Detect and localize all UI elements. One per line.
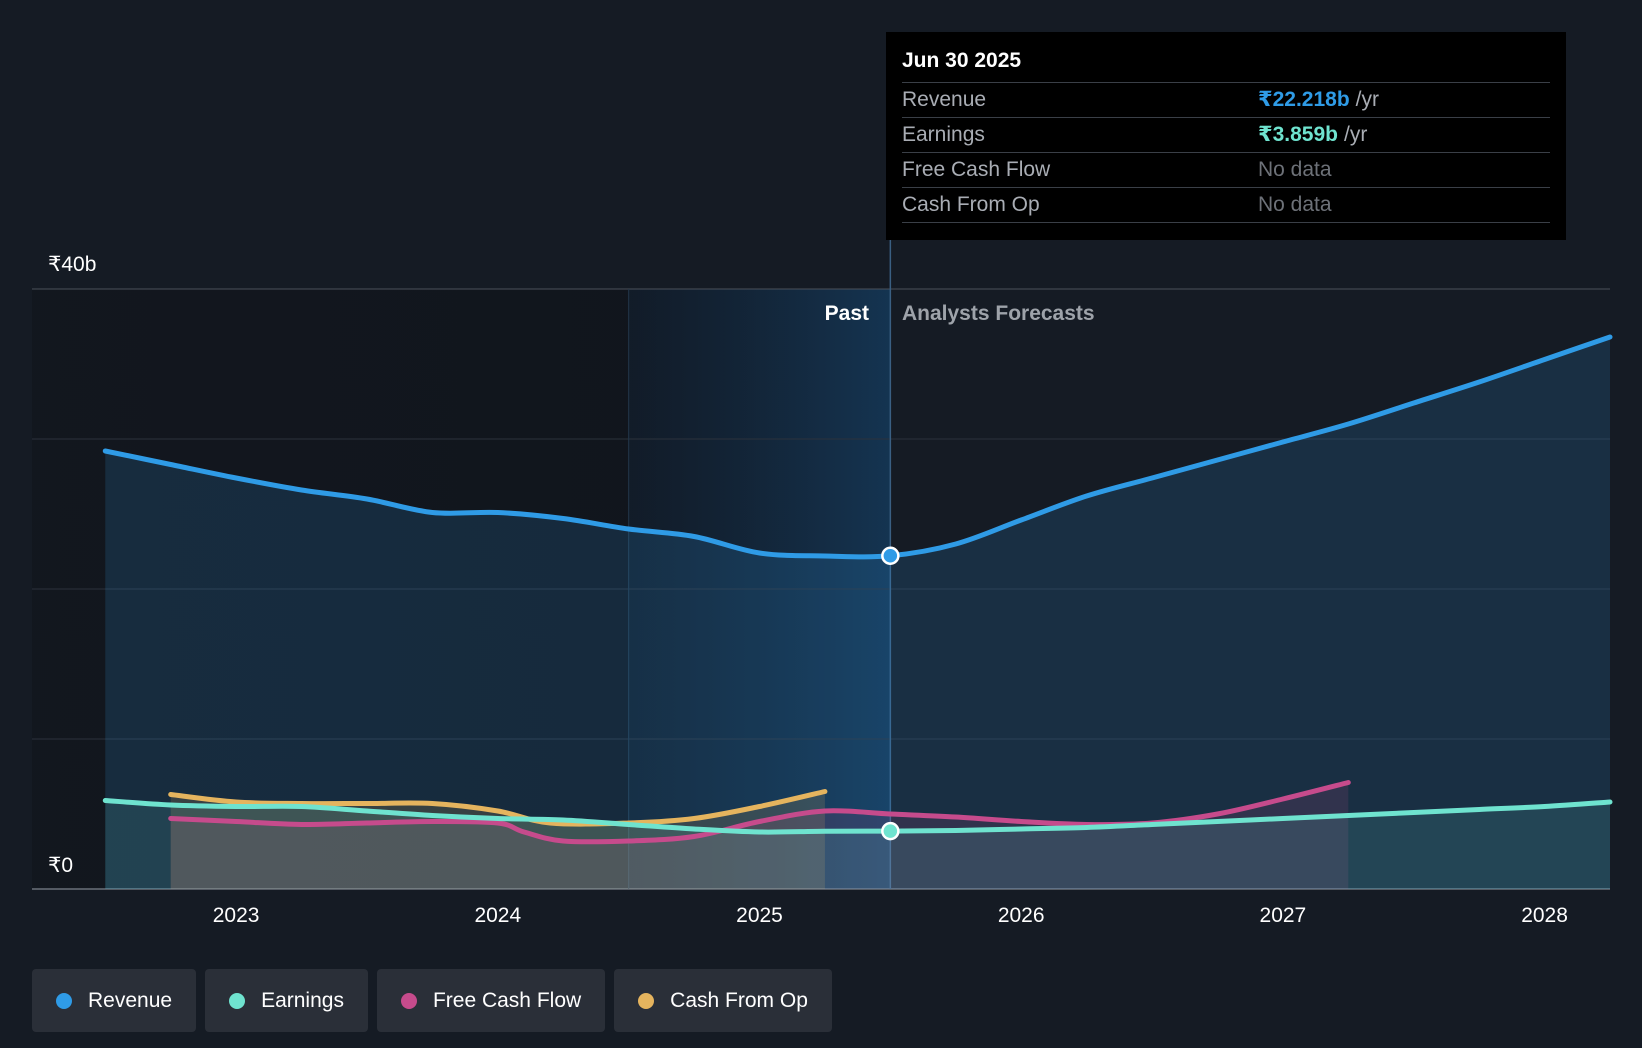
cash-from-op-area: [170, 791, 825, 889]
tooltip-label: Free Cash Flow: [902, 158, 1051, 181]
tooltip-date: Jun 30 2025: [902, 46, 1550, 83]
legend-dot-icon: [638, 992, 655, 1009]
forecast-label: Analysts Forecasts: [902, 302, 1095, 325]
tooltip-unit: /yr: [1355, 88, 1379, 111]
tooltip-value: No data: [1258, 158, 1332, 181]
tooltip-row-free-cash-flow: Free Cash Flow No data: [902, 153, 1550, 188]
tooltip-label: Cash From Op: [902, 193, 1040, 216]
revenue-marker: [881, 546, 900, 565]
tooltip-row-earnings: Earnings ₹3.859b /yr: [902, 118, 1550, 153]
legend-label: Earnings: [261, 988, 344, 1012]
y-label-top: ₹40b: [48, 253, 96, 276]
x-tick-label: 2026: [998, 904, 1045, 927]
chart-legend: Revenue Earnings Free Cash Flow Cash Fro…: [32, 969, 832, 1032]
legend-dot-icon: [400, 992, 417, 1009]
tooltip-row-cash-from-op: Cash From Op No data: [902, 188, 1550, 223]
legend-item-revenue[interactable]: Revenue: [32, 969, 197, 1032]
free-cash-flow-area: [170, 782, 1349, 889]
past-label: Past: [825, 302, 869, 325]
x-tick-label: 2023: [213, 904, 260, 927]
tooltip-value: ₹22.218b: [1258, 88, 1350, 111]
legend-label: Cash From Op: [670, 988, 808, 1012]
x-tick-label: 2024: [474, 904, 521, 927]
tooltip-unit: /yr: [1344, 123, 1368, 146]
legend-dot-icon: [229, 992, 246, 1009]
legend-dot-icon: [56, 992, 72, 1009]
cash-from-op-line: [168, 789, 828, 827]
legend-label: Revenue: [88, 988, 173, 1012]
tooltip-label: Earnings: [902, 123, 985, 146]
legend-label: Free Cash Flow: [432, 988, 582, 1012]
x-tick-label: 2028: [1521, 904, 1568, 927]
legend-item-earnings[interactable]: Earnings: [205, 969, 368, 1032]
y-label-zero: ₹0: [48, 854, 73, 877]
tooltip-value: ₹3.859b: [1258, 123, 1338, 146]
revenue-line: [102, 334, 1613, 560]
tooltip-value: No data: [1258, 193, 1332, 216]
x-tick-label: 2025: [736, 904, 783, 927]
legend-item-cash-from-op[interactable]: Cash From Op: [614, 969, 832, 1032]
data-tooltip: Jun 30 2025 Revenue ₹22.218b /yr Earning…: [886, 32, 1566, 240]
x-tick-label: 2027: [1260, 904, 1307, 927]
earnings-marker: [881, 821, 900, 841]
earnings-line: [102, 798, 1613, 835]
tooltip-label: Revenue: [902, 88, 987, 111]
revenue-area: [105, 337, 1610, 889]
tooltip-row-revenue: Revenue ₹22.218b /yr: [902, 83, 1550, 118]
legend-item-free-cash-flow[interactable]: Free Cash Flow: [376, 969, 606, 1032]
